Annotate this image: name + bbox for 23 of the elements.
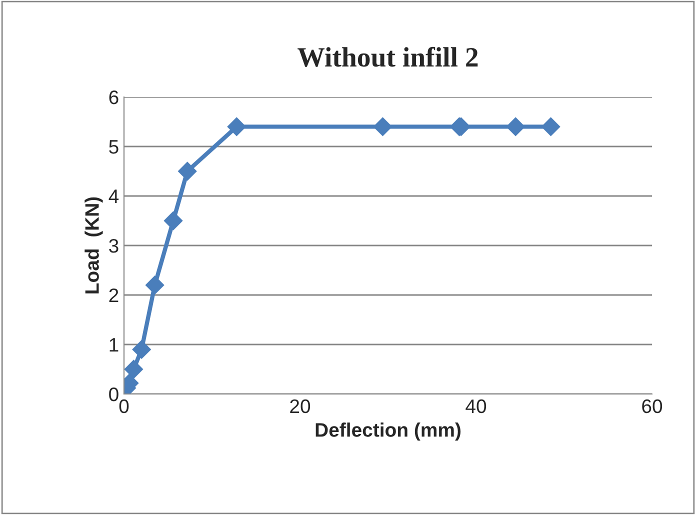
point xyxy=(227,117,246,136)
y-tick-label: 4 xyxy=(108,190,119,204)
y-tick-label: 0 xyxy=(109,387,118,402)
chart-title: Without infill 2 xyxy=(298,46,478,67)
point xyxy=(541,117,560,136)
point xyxy=(145,276,164,294)
point xyxy=(506,117,525,136)
y-axis-title: Load (KN) xyxy=(84,197,103,294)
x-tick-label: 40 xyxy=(466,399,486,414)
point xyxy=(178,162,197,181)
x-tick-label: 60 xyxy=(642,399,662,414)
x-axis-title: Deflection (mm) xyxy=(316,422,460,441)
point xyxy=(373,117,392,136)
x-tick-label: 20 xyxy=(290,399,310,414)
y-tick-label: 1 xyxy=(110,338,118,352)
point xyxy=(132,340,151,359)
y-tick-label: 6 xyxy=(109,90,118,104)
y-tick-label: 3 xyxy=(109,238,118,253)
x-tick-label: 0 xyxy=(119,399,129,414)
point xyxy=(164,211,183,230)
y-tick-label: 2 xyxy=(109,288,118,302)
point xyxy=(124,360,144,379)
y-tick-label: 5 xyxy=(109,140,118,154)
